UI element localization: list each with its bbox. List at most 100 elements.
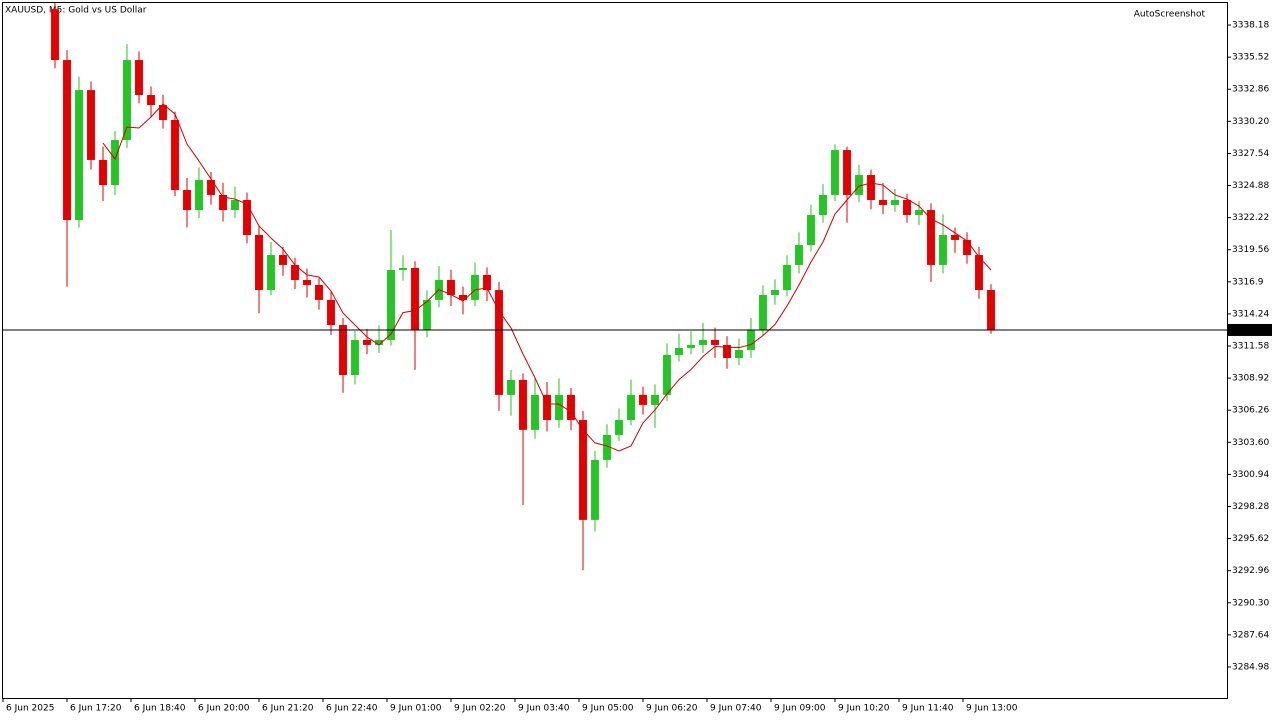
y-tick-label: 3290.30	[1232, 598, 1269, 608]
candle-body	[423, 299, 431, 330]
candle-body	[531, 394, 539, 430]
x-tick-label: 9 Jun 11:40	[902, 704, 954, 714]
candle-body	[723, 344, 731, 358]
candle-body	[375, 339, 383, 345]
candle-body	[687, 344, 695, 348]
y-tick-label: 3319.56	[1232, 245, 1269, 255]
candle-body	[951, 235, 959, 240]
moving-average	[102, 103, 992, 452]
candle-body	[339, 325, 347, 375]
candle-body	[231, 200, 239, 211]
candle-body	[279, 255, 287, 265]
chart-title: XAUUSD, M5: Gold vs US Dollar	[5, 6, 147, 16]
candle-body	[123, 60, 131, 141]
y-tick-label: 3338.18	[1232, 21, 1269, 31]
y-tick-label: 3327.54	[1232, 149, 1269, 159]
x-tick-label: 9 Jun 02:20	[454, 704, 506, 714]
candle-body	[915, 210, 923, 215]
x-tick-label: 6 Jun 2025	[6, 704, 54, 714]
candle-body	[651, 394, 659, 405]
candle-body	[855, 175, 863, 195]
x-tick-label: 9 Jun 09:00	[774, 704, 826, 714]
candle-body	[399, 267, 407, 270]
candle-body	[771, 290, 779, 295]
last-price-label: 3312.91	[1232, 325, 1269, 335]
candle-body	[843, 150, 851, 195]
y-tick-label: 3311.58	[1232, 342, 1269, 352]
candle-body	[171, 120, 179, 190]
y-tick-label: 3322.22	[1232, 213, 1269, 223]
candle-body	[99, 159, 107, 186]
candle-body	[87, 90, 95, 160]
y-tick-label: 3300.94	[1232, 470, 1269, 480]
y-tick-label: 3306.26	[1232, 406, 1269, 416]
y-tick-label: 3287.64	[1232, 630, 1269, 640]
candle-body	[363, 339, 371, 345]
y-tick-label: 3308.92	[1232, 374, 1269, 384]
x-tick-label: 9 Jun 07:40	[710, 704, 762, 714]
candle-body	[351, 339, 359, 375]
candle-body	[255, 235, 263, 291]
candle-body	[315, 284, 323, 300]
candle-body	[615, 419, 623, 435]
candle-body	[135, 60, 143, 96]
watermark: AutoScreenshot	[1134, 10, 1206, 20]
y-tick-label: 3292.96	[1232, 566, 1269, 576]
x-tick-label: 9 Jun 10:20	[838, 704, 890, 714]
candle-body	[795, 245, 803, 265]
candle-body	[591, 459, 599, 520]
candle-body	[147, 95, 155, 106]
candle-body	[471, 274, 479, 300]
candle-body	[267, 255, 275, 291]
x-tick-label: 6 Jun 22:40	[326, 704, 378, 714]
candle-body	[243, 200, 251, 236]
candle-body	[519, 379, 527, 430]
candle-body	[291, 264, 299, 281]
x-tick-label: 9 Jun 01:00	[390, 704, 442, 714]
candle-body	[495, 290, 503, 395]
last-price-box	[1228, 323, 1272, 336]
candle-body	[303, 280, 311, 285]
x-tick-label: 9 Jun 03:40	[518, 704, 570, 714]
y-tick-label: 3284.98	[1232, 662, 1269, 672]
plot-frame	[2, 2, 1228, 699]
candle-body	[975, 255, 983, 291]
candle-body	[783, 264, 791, 291]
y-tick-label: 3335.52	[1232, 53, 1269, 63]
y-tick-label: 3298.28	[1232, 502, 1269, 512]
x-tick-label: 6 Jun 20:00	[198, 704, 250, 714]
x-tick-label: 6 Jun 21:20	[262, 704, 314, 714]
y-tick-label: 3314.24	[1232, 309, 1269, 319]
candle-body	[159, 105, 167, 121]
candle-body	[111, 140, 119, 186]
candle-body	[663, 354, 671, 395]
candle-body	[627, 394, 635, 420]
candle-body	[759, 294, 767, 330]
candle-body	[507, 379, 515, 395]
candle-body	[747, 329, 755, 350]
candle-body	[327, 299, 335, 326]
candle-body	[483, 274, 491, 291]
x-tick-label: 6 Jun 18:40	[134, 704, 186, 714]
y-tick-label: 3330.20	[1232, 117, 1269, 127]
y-tick-label: 3303.60	[1232, 438, 1269, 448]
x-tick-label: 6 Jun 17:20	[70, 704, 122, 714]
x-tick-label: 9 Jun 13:00	[966, 704, 1018, 714]
candle-body	[927, 210, 935, 265]
candle-body	[447, 280, 455, 295]
y-tick-label: 3316.9	[1232, 277, 1264, 287]
candle-body	[807, 214, 815, 246]
candle-body	[699, 339, 707, 345]
candle-body	[543, 394, 551, 420]
candle-body	[195, 179, 203, 211]
candle-body	[735, 350, 743, 358]
y-tick-label: 3324.88	[1232, 181, 1269, 191]
candle-body	[219, 194, 227, 211]
candle-body	[819, 194, 827, 215]
x-tick-label: 9 Jun 06:20	[646, 704, 698, 714]
candle-body	[903, 200, 911, 215]
x-tick-label: 9 Jun 05:00	[582, 704, 634, 714]
candle-body	[603, 434, 611, 460]
candle-body	[75, 90, 83, 221]
